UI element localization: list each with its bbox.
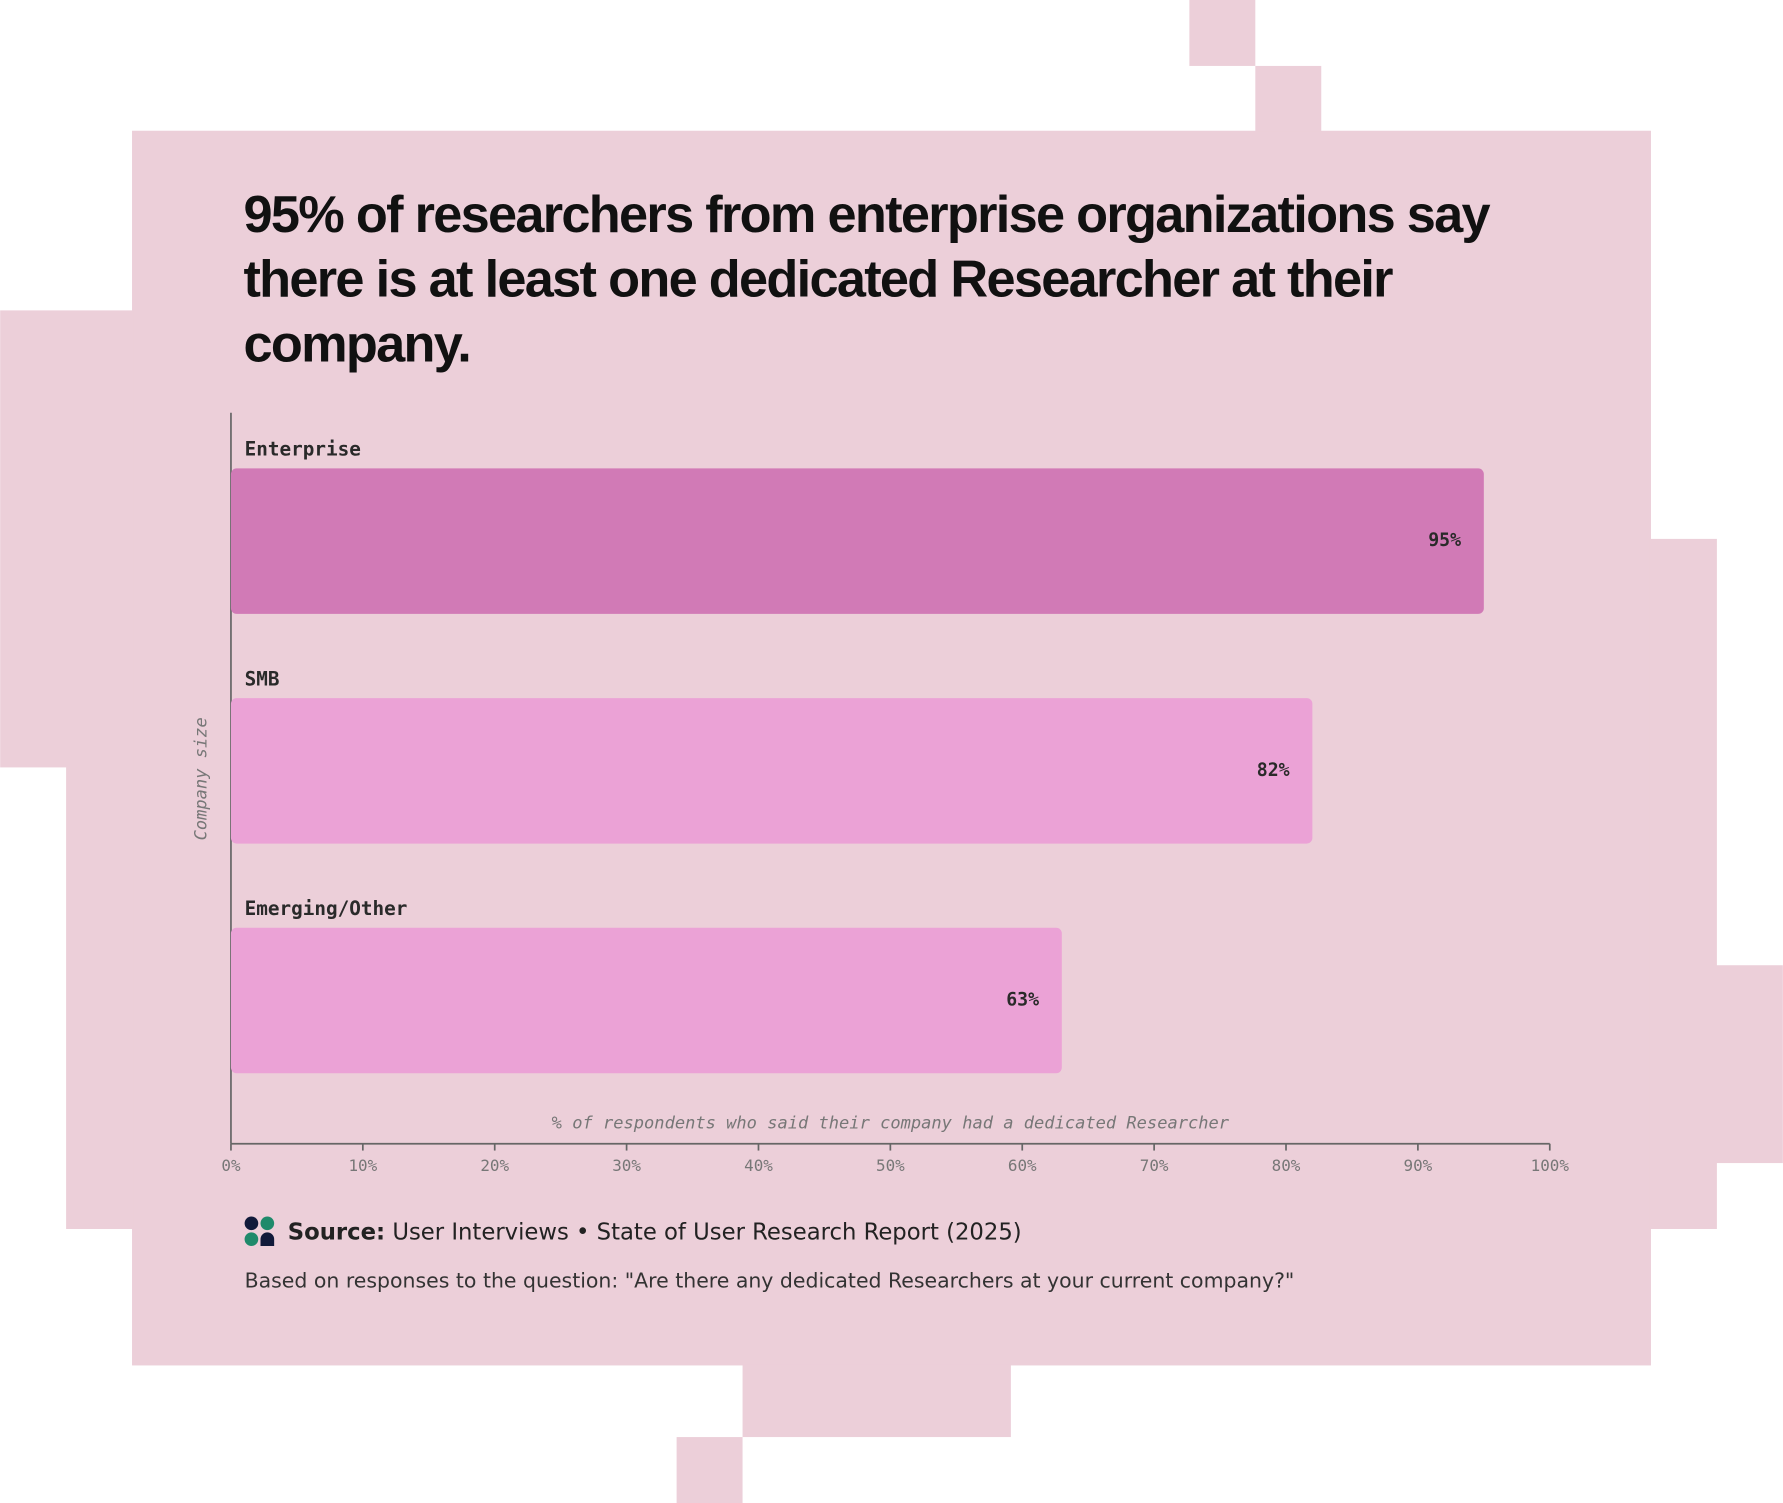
x-tick-label: 10% — [348, 1156, 377, 1175]
x-tick-label: 80% — [1272, 1156, 1301, 1175]
value-label: 95% — [1428, 530, 1461, 551]
title-container: 95% of researchers from enterprise organ… — [243, 184, 1490, 373]
source-line: Source: User Interviews • State of User … — [288, 1219, 1022, 1245]
x-tick-label: 30% — [612, 1156, 641, 1175]
x-tick-label: 70% — [1140, 1156, 1169, 1175]
category-label: Enterprise — [245, 438, 361, 461]
source-text: User Interviews • State of User Research… — [392, 1219, 1021, 1245]
chart-title: 95% of researchers from enterprise organ… — [243, 184, 1490, 373]
x-tick-label: 60% — [1008, 1156, 1037, 1175]
note: Based on responses to the question: "Are… — [245, 1268, 1295, 1292]
x-tick-label: 100% — [1531, 1156, 1570, 1175]
category-label: Emerging/Other — [245, 897, 408, 920]
value-label: 82% — [1257, 760, 1290, 781]
bar — [230, 698, 1313, 844]
x-axis-label: % of respondents who said their company … — [552, 1113, 1230, 1133]
value-label: 63% — [1006, 989, 1039, 1010]
source-label: Source: — [288, 1219, 385, 1245]
bar — [230, 927, 1062, 1074]
x-tick-label: 90% — [1404, 1156, 1433, 1175]
x-tick-label: 40% — [744, 1156, 773, 1175]
x-tick-label: 0% — [221, 1156, 241, 1175]
bar — [230, 468, 1484, 614]
x-tick-label: 20% — [480, 1156, 509, 1175]
category-label: SMB — [245, 667, 280, 690]
y-axis-label: Company size — [191, 717, 211, 840]
source-logo — [244, 1216, 275, 1247]
x-tick-label: 50% — [876, 1156, 905, 1175]
